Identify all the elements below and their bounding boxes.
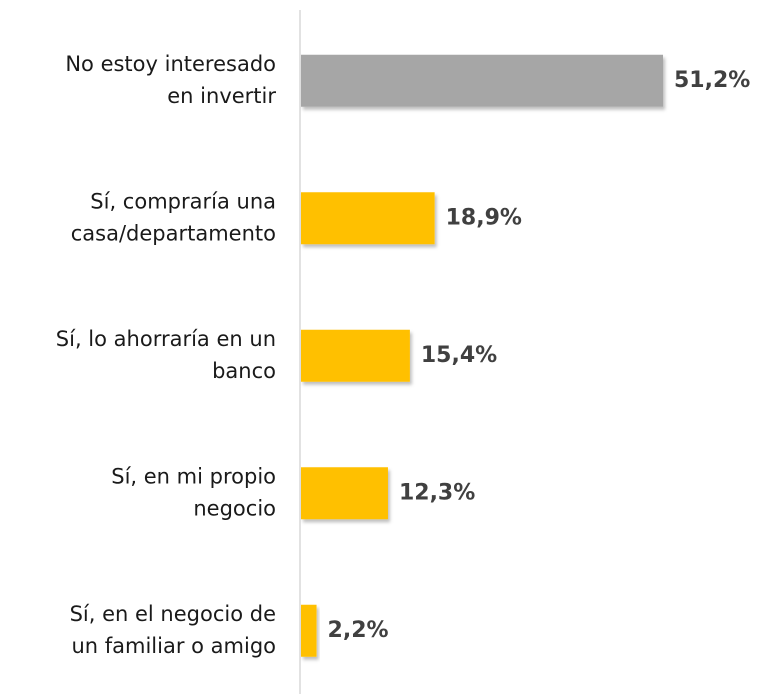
category-label: negocio — [193, 496, 276, 520]
category-label: un familiar o amigo — [71, 634, 276, 658]
category-label: Sí, lo ahorraría en un — [56, 327, 276, 351]
category-label: Sí, en mi propio — [111, 464, 276, 488]
value-label: 2,2% — [328, 618, 389, 643]
category-label: Sí, compraría una — [90, 189, 276, 213]
category-label: casa/departamento — [71, 221, 276, 245]
bar — [301, 329, 410, 382]
bar — [301, 604, 317, 657]
category-label: en invertir — [167, 84, 276, 108]
bar — [301, 54, 663, 107]
bar — [301, 467, 388, 520]
category-label: banco — [212, 359, 276, 383]
value-label: 12,3% — [399, 480, 475, 505]
category-label: No estoy interesado — [65, 52, 276, 76]
bar — [301, 192, 435, 245]
value-label: 15,4% — [421, 343, 497, 368]
category-label: Sí, en el negocio de — [70, 602, 276, 626]
value-label: 51,2% — [674, 68, 750, 93]
value-label: 18,9% — [446, 205, 522, 230]
